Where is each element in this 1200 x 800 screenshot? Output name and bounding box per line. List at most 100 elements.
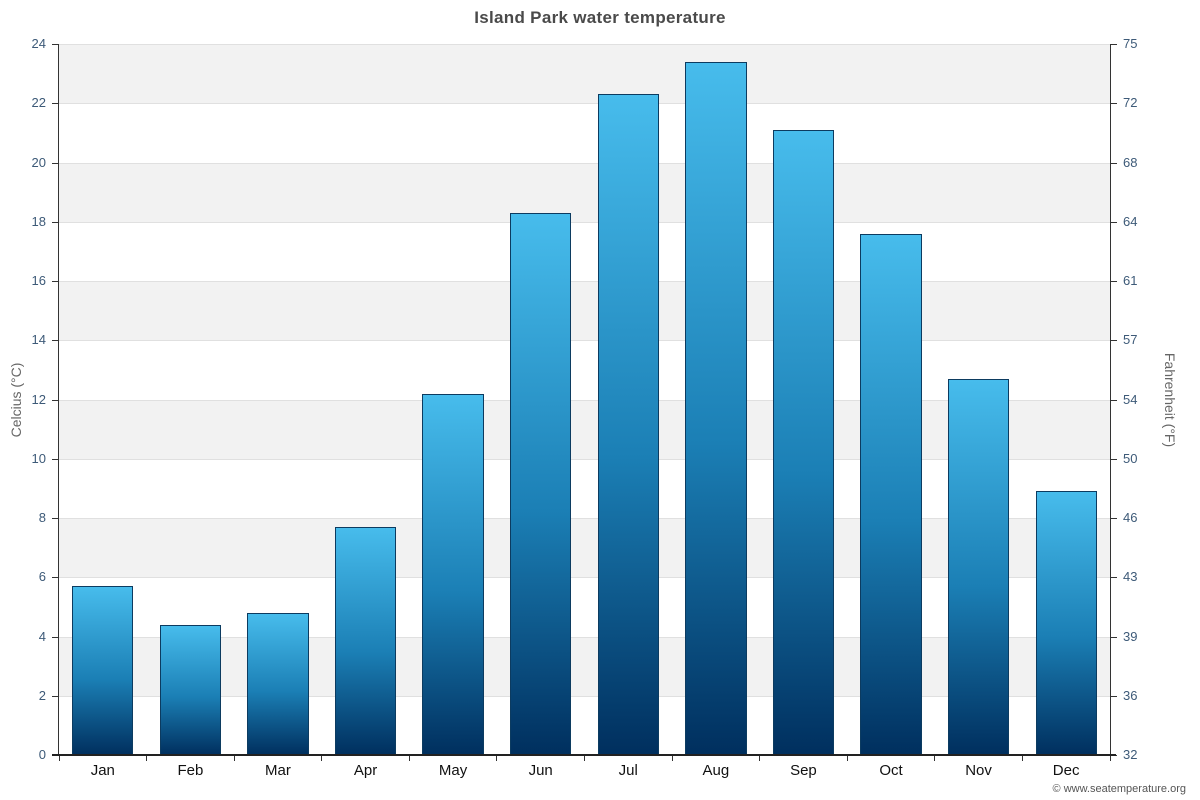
gridline xyxy=(59,577,1110,579)
y-tick-label-right: 54 xyxy=(1123,391,1138,407)
y-tick-label-right: 72 xyxy=(1123,95,1138,111)
y-tick-label-right: 39 xyxy=(1123,628,1138,644)
x-tick-mark xyxy=(1109,756,1111,761)
bar-may xyxy=(422,393,484,755)
x-axis-line xyxy=(52,754,1116,756)
y-tick-label-right: 46 xyxy=(1123,510,1138,526)
x-tick-mark xyxy=(759,756,761,761)
y-tick-mark-right xyxy=(1111,44,1117,45)
y-tick-label-left: 20 xyxy=(31,154,46,170)
grid-band xyxy=(59,44,1110,104)
y-tick-mark-right xyxy=(1111,103,1117,105)
y-tick-mark-right xyxy=(1111,636,1117,638)
x-axis-label-sep: Sep xyxy=(790,762,817,779)
copyright-link[interactable]: © www.seatemperature.org xyxy=(1052,783,1186,795)
x-axis-label-feb: Feb xyxy=(177,762,204,779)
bar-sep xyxy=(772,129,835,755)
grid-band xyxy=(59,399,1110,459)
y-tick-label-left: 18 xyxy=(31,213,46,229)
bar-jan xyxy=(72,586,134,755)
y-tick-label-right: 36 xyxy=(1123,687,1138,703)
x-axis-label-mar: Mar xyxy=(265,762,291,779)
bar-oct xyxy=(860,233,922,755)
bar-jul xyxy=(597,94,659,755)
x-axis-label-nov: Nov xyxy=(965,762,992,779)
x-tick-mark xyxy=(584,756,585,761)
gridline xyxy=(59,399,1110,401)
y-tick-mark-left xyxy=(52,458,58,460)
x-tick-mark xyxy=(846,756,848,761)
y-axis-line-right xyxy=(1110,44,1111,755)
y-tick-label-left: 16 xyxy=(31,273,46,289)
y-tick-mark-left xyxy=(52,399,58,401)
plot-area xyxy=(59,44,1110,755)
x-tick-mark xyxy=(321,756,323,761)
gridline xyxy=(59,458,1110,460)
y-tick-mark-right xyxy=(1111,695,1117,697)
y-tick-label-left: 22 xyxy=(31,95,46,111)
y-tick-mark-left xyxy=(52,221,58,223)
x-tick-mark xyxy=(934,756,936,761)
y-tick-mark-left xyxy=(52,103,58,105)
y-tick-mark-right xyxy=(1111,162,1117,164)
x-axis-label-may: May xyxy=(438,762,468,779)
y-tick-mark-left xyxy=(52,695,58,697)
y-tick-mark-left xyxy=(52,162,58,164)
y-tick-mark-right xyxy=(1111,221,1117,223)
x-tick-mark xyxy=(58,756,60,761)
y-tick-label-right: 68 xyxy=(1123,154,1138,170)
y-tick-label-left: 14 xyxy=(31,332,46,348)
bar-mar xyxy=(247,612,309,755)
y-tick-label-right: 64 xyxy=(1123,213,1138,229)
bar-nov xyxy=(947,378,1010,755)
y-tick-label-left: 8 xyxy=(38,510,46,526)
gridline xyxy=(59,162,1110,164)
y-tick-mark-left xyxy=(52,518,58,520)
x-axis-label-jul: Jul xyxy=(618,762,638,779)
y-tick-label-left: 10 xyxy=(31,450,46,466)
y-tick-label-left: 6 xyxy=(38,569,46,585)
y-tick-label-left: 2 xyxy=(38,687,46,703)
x-tick-mark xyxy=(146,756,148,761)
gridline xyxy=(59,636,1110,638)
y-axis-line-left xyxy=(58,44,59,755)
y-tick-label-right: 50 xyxy=(1123,450,1138,466)
y-tick-label-right: 57 xyxy=(1123,332,1138,348)
y-tick-mark-left xyxy=(52,340,58,342)
chart-title: Island Park water temperature xyxy=(474,8,726,27)
gridline xyxy=(59,340,1110,342)
x-axis-label-jan: Jan xyxy=(90,762,115,779)
gridline xyxy=(59,103,1110,105)
x-tick-mark xyxy=(671,756,673,761)
gridline xyxy=(59,221,1110,223)
x-tick-mark xyxy=(408,756,410,761)
bar-jun xyxy=(510,212,572,755)
gridline xyxy=(59,695,1110,697)
y-tick-mark-left xyxy=(52,577,58,579)
y-tick-mark-left xyxy=(52,636,58,638)
y-tick-mark-left xyxy=(52,281,58,283)
y-tick-mark-left xyxy=(52,44,58,45)
x-tick-mark xyxy=(233,756,235,761)
gridline xyxy=(59,518,1110,520)
gridline xyxy=(59,281,1110,283)
y-tick-label-left: 24 xyxy=(31,36,46,51)
x-axis-labels: Jan Feb Mar Apr May Jun Jul Aug Sep Oct Nov Dec xyxy=(59,762,1110,784)
y-tick-mark-right xyxy=(1111,577,1117,579)
x-tick-mark xyxy=(496,756,498,761)
x-axis-label-oct: Oct xyxy=(879,762,903,779)
bar-aug xyxy=(685,61,747,755)
gridline xyxy=(59,44,1110,45)
x-axis-label-dec: Dec xyxy=(1052,762,1080,779)
grid-band xyxy=(59,281,1110,341)
y-axis-labels-right: 32 36 39 43 46 50 54 57 61 64 68 72 75 xyxy=(1111,36,1186,762)
x-axis-label-apr: Apr xyxy=(353,762,378,779)
x-tick-mark xyxy=(1021,756,1023,761)
bar-feb xyxy=(159,624,222,755)
y-tick-label-left: 0 xyxy=(38,747,46,762)
y-tick-label-right: 43 xyxy=(1123,569,1138,585)
x-axis-label-aug: Aug xyxy=(702,762,730,779)
grid-band xyxy=(59,636,1110,696)
y-tick-mark-right xyxy=(1111,281,1117,283)
